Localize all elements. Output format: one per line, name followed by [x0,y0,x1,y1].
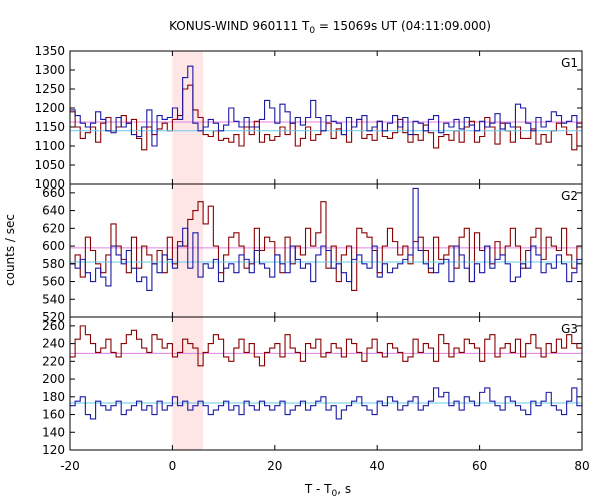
y-tick-label: 180 [42,390,65,404]
y-tick-label: 1350 [34,44,65,58]
x-axis: -20 0 20 40 60 80 [60,459,589,473]
panel-g1: 1000 1050 1100 1150 1200 1250 1300 1350 G1 [34,44,583,191]
x-tick-label: -20 [60,459,80,473]
x-tick-label: 20 [267,459,282,473]
y-tick-label: 140 [42,425,65,439]
blue-series [70,65,582,147]
y-tick-label: 640 [42,204,65,218]
blue-series [70,187,582,291]
panel-label: G2 [561,189,578,203]
x-tick-label: 80 [574,459,589,473]
y-tick-label: 1000 [34,177,65,191]
blue-series [70,387,582,420]
y-tick-label: 260 [42,319,65,333]
y-tick-label: 1250 [34,82,65,96]
x-tick-label: 40 [370,459,385,473]
y-tick-label: 1100 [34,139,65,153]
y-axis-label: counts / sec [3,214,17,286]
panel-g3: 120 140 160 180 200 220 240 260 G3 [42,316,583,457]
y-tick-label: 120 [42,443,65,457]
highlight-band [172,317,204,450]
y-tick-label: 560 [42,275,65,289]
y-tick-label: 1150 [34,120,65,134]
panel-frame [69,316,583,451]
x-tick-label: 0 [169,459,177,473]
y-tick-label: 220 [42,354,65,368]
x-tick-label: 60 [472,459,487,473]
y-tick-label: 1050 [34,158,65,172]
panel-g2: 520 540 560 580 600 620 640 660 G2 [42,183,583,324]
chart-title: KONUS-WIND 960111 T0 = 15069s UT (04:11:… [169,19,491,36]
y-tick-label: 580 [42,257,65,271]
y-tick-label: 1300 [34,63,65,77]
y-tick-label: 620 [42,221,65,235]
red-series [70,325,582,367]
x-axis-label: T - T0, s [304,482,351,499]
chart-panels: 1000 1050 1100 1150 1200 1250 1300 1350 G1 520 540… [34,44,583,457]
y-tick-label: 160 [42,408,65,422]
panel-label: G3 [561,322,578,336]
y-tick-label: 540 [42,292,65,306]
y-tick-label: 240 [42,337,65,351]
y-tick-label: 1200 [34,101,65,115]
panel-label: G1 [561,56,578,70]
y-tick-label: 600 [42,239,65,253]
y-tick-label: 660 [42,186,65,200]
y-tick-label: 200 [42,372,65,386]
y-tick-label: 520 [42,310,65,324]
